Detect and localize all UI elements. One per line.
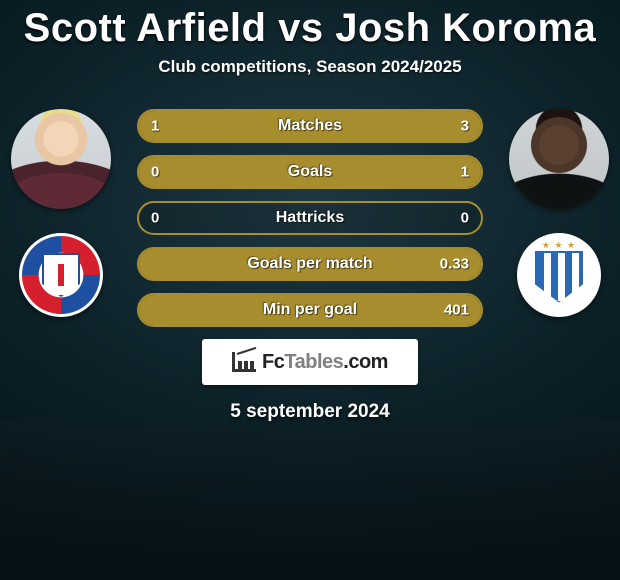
chart-icon bbox=[232, 352, 256, 372]
logo-part-a: Fc bbox=[262, 351, 284, 373]
compare-area: 1 Matches 3 0 Goals 1 0 Hattricks 0 Goals per mat… bbox=[0, 109, 620, 327]
season-subtitle: Club competitions, Season 2024/2025 bbox=[158, 57, 461, 77]
stat-label: Goals per match bbox=[247, 255, 372, 273]
stat-list: 1 Matches 3 0 Goals 1 0 Hattricks 0 Goals per mat… bbox=[137, 109, 483, 327]
stat-row: Goals per match 0.33 bbox=[137, 247, 483, 281]
player1-club-badge bbox=[19, 233, 103, 317]
stat-label: Min per goal bbox=[263, 301, 357, 319]
source-logo: FcTables.com bbox=[202, 339, 418, 385]
player1-avatar bbox=[11, 109, 111, 209]
player-column-right bbox=[509, 109, 609, 317]
stat-value-right: 0.33 bbox=[440, 256, 469, 273]
stat-label: Goals bbox=[288, 163, 332, 181]
logo-part-b: Tables bbox=[284, 351, 343, 373]
stat-value-left: 0 bbox=[151, 164, 159, 181]
date-label: 5 september 2024 bbox=[230, 401, 390, 423]
player2-club-badge bbox=[517, 233, 601, 317]
stat-value-right: 1 bbox=[461, 164, 469, 181]
stat-label: Matches bbox=[278, 117, 342, 135]
stat-value-left: 1 bbox=[151, 118, 159, 135]
logo-part-c: .com bbox=[343, 351, 388, 373]
stat-row: 0 Hattricks 0 bbox=[137, 201, 483, 235]
stat-label: Hattricks bbox=[276, 209, 344, 227]
stat-row: 0 Goals 1 bbox=[137, 155, 483, 189]
stat-value-left: 0 bbox=[151, 210, 159, 227]
stat-value-right: 3 bbox=[461, 118, 469, 135]
player-column-left bbox=[11, 109, 111, 317]
stat-value-right: 401 bbox=[444, 302, 469, 319]
stat-value-right: 0 bbox=[461, 210, 469, 227]
source-logo-text: FcTables.com bbox=[262, 351, 388, 374]
player2-avatar bbox=[509, 109, 609, 209]
stat-row: Min per goal 401 bbox=[137, 293, 483, 327]
stat-row: 1 Matches 3 bbox=[137, 109, 483, 143]
page-title: Scott Arfield vs Josh Koroma bbox=[24, 6, 597, 51]
comparison-card: Scott Arfield vs Josh Koroma Club compet… bbox=[0, 0, 620, 580]
